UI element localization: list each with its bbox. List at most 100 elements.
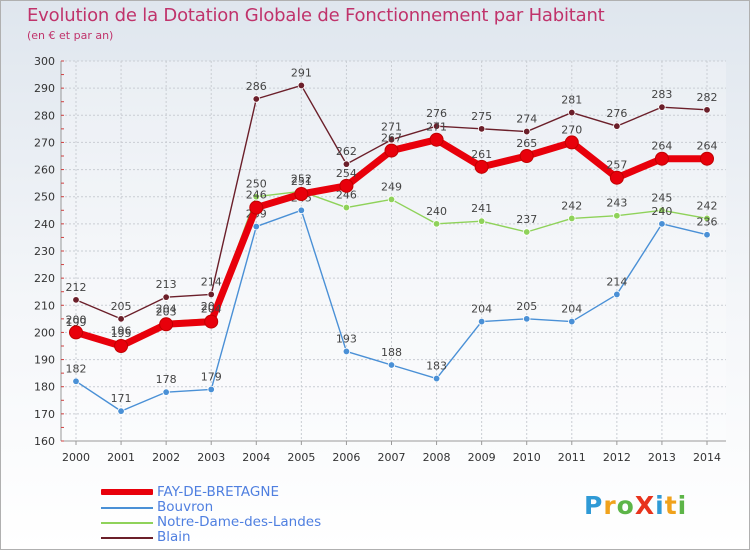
data-label: 264 (697, 140, 718, 153)
data-point (568, 108, 576, 117)
x-tick-label: 2000 (62, 451, 90, 464)
data-point (564, 135, 579, 150)
data-point (387, 136, 396, 144)
x-tick-label: 2001 (107, 451, 135, 464)
data-label: 204 (471, 303, 492, 316)
data-label: 291 (291, 66, 312, 79)
data-point (72, 296, 80, 304)
data-point (429, 132, 444, 147)
x-tick-label: 2009 (468, 451, 496, 464)
data-label: 251 (291, 175, 312, 188)
legend-label: Bouvron (157, 499, 214, 515)
data-label: 252 (291, 172, 312, 185)
data-point (658, 220, 666, 228)
data-label: 193 (336, 332, 357, 345)
y-tick-label: 270 (34, 136, 55, 149)
y-tick-label: 200 (34, 326, 55, 339)
data-point (613, 122, 621, 130)
logo-letter: P (584, 491, 604, 520)
data-point (207, 385, 215, 394)
data-point (613, 290, 621, 299)
chart-title: Evolution de la Dotation Globale de Fonc… (27, 5, 605, 26)
y-tick-label: 170 (34, 408, 55, 421)
legend-swatch (101, 489, 153, 495)
data-point (519, 149, 534, 163)
data-label: 237 (516, 213, 537, 226)
data-label: 213 (156, 278, 177, 291)
data-point (700, 151, 714, 166)
data-point (477, 125, 486, 133)
data-label: 240 (426, 205, 447, 218)
data-label: 204 (156, 303, 177, 316)
data-point (477, 317, 486, 326)
data-point (204, 314, 219, 329)
x-tick-label: 2013 (648, 451, 676, 464)
data-point (297, 206, 306, 214)
data-point (162, 293, 170, 301)
y-tick-label: 280 (34, 109, 55, 122)
y-tick-label: 290 (34, 82, 55, 95)
data-label: 245 (651, 191, 672, 204)
y-tick-label: 230 (34, 245, 55, 258)
logo-letter: i (655, 491, 665, 520)
data-point (703, 106, 711, 114)
data-label: 212 (66, 281, 87, 294)
data-point (117, 407, 125, 415)
data-label: 267 (381, 132, 402, 145)
data-label: 262 (336, 145, 357, 158)
data-label: 242 (697, 199, 718, 212)
data-point (252, 222, 260, 231)
data-label: 236 (697, 216, 718, 229)
data-label: 182 (66, 362, 87, 375)
data-point (342, 203, 351, 212)
data-point (69, 325, 83, 340)
x-tick-label: 2002 (152, 451, 180, 464)
y-tick-label: 220 (34, 272, 55, 285)
data-point (117, 315, 125, 323)
x-tick-label: 2011 (558, 451, 586, 464)
y-tick-label: 250 (34, 191, 55, 204)
y-tick-label: 180 (34, 381, 55, 394)
data-label: 286 (246, 80, 267, 93)
chart-subtitle: (en € et par an) (27, 29, 114, 42)
data-point (523, 315, 531, 323)
x-tick-label: 2007 (378, 451, 406, 464)
data-point (568, 214, 576, 223)
legend-swatch (101, 522, 153, 524)
logo-letter: X (634, 491, 656, 520)
data-point (297, 81, 306, 90)
data-point (162, 388, 170, 396)
data-label: 265 (516, 137, 537, 150)
x-tick-label: 2010 (513, 451, 541, 464)
data-label: 214 (606, 275, 627, 288)
data-point (249, 200, 264, 215)
data-point (523, 127, 531, 136)
data-label: 178 (156, 373, 177, 386)
data-point (658, 103, 666, 111)
data-point (432, 122, 441, 130)
data-label: 179 (201, 370, 222, 383)
data-label: 257 (606, 159, 627, 172)
data-label: 195 (111, 327, 132, 340)
y-tick-label: 160 (34, 435, 55, 448)
data-label: 171 (111, 392, 132, 405)
y-tick-label: 260 (34, 164, 55, 177)
data-point (387, 361, 396, 369)
proxiti-logo: ProXiti (584, 491, 687, 520)
data-label: 205 (111, 300, 132, 313)
logo-letter: r (603, 491, 617, 520)
data-point (252, 193, 260, 201)
data-point (72, 377, 80, 385)
data-label: 254 (336, 167, 357, 180)
data-point (387, 195, 396, 204)
data-point (654, 151, 669, 166)
x-tick-label: 2014 (693, 451, 721, 464)
data-label: 241 (471, 202, 492, 215)
data-label: 204 (561, 303, 582, 316)
data-point (339, 178, 354, 193)
data-point (523, 228, 531, 236)
data-label: 214 (201, 275, 222, 288)
data-point (703, 231, 711, 239)
data-label: 249 (381, 180, 402, 193)
